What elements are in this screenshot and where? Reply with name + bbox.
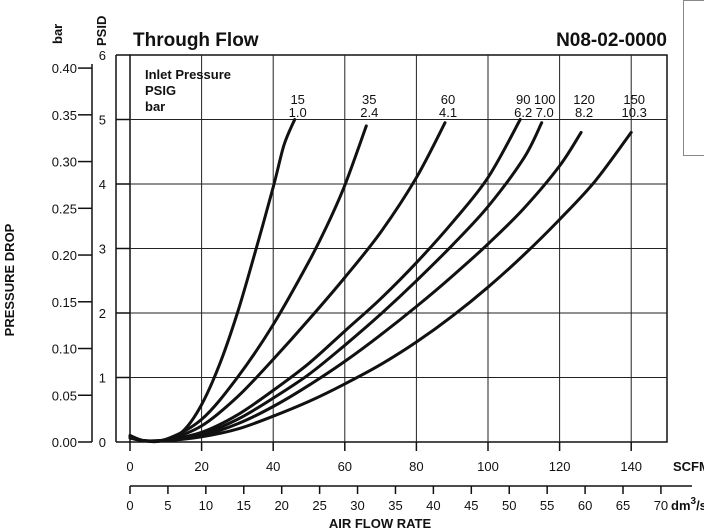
grid: [130, 55, 667, 442]
series-label-bar: 1.0: [289, 105, 307, 120]
x-primary-tick-label: 100: [477, 459, 499, 474]
y-ticks: 0 1 2 3 4 5 6 0.00 0.05 0.10 0.15 0.20 0.25 0.30 0.35 0…: [52, 48, 130, 450]
x-primary-tick-label: 60: [338, 459, 352, 474]
series-label-bar: 6.2: [514, 105, 532, 120]
x-secondary-tick-label: 60: [578, 498, 592, 513]
y-primary-unit: PSID: [94, 16, 109, 46]
x-secondary-tick-label: 25: [312, 498, 326, 513]
y-primary-tick-label: 2: [99, 306, 106, 321]
part-number: N08-02-0000: [556, 30, 667, 51]
x-primary-tick-label: 80: [409, 459, 423, 474]
y-secondary-tick-label: 0.15: [52, 295, 77, 310]
series-label-bar: 2.4: [360, 105, 378, 120]
series-label-psig: 60: [441, 92, 455, 107]
x-primary-tick-label: 20: [194, 459, 208, 474]
y-secondary-unit: bar: [50, 24, 65, 44]
y-secondary-tick-label: 0.35: [52, 108, 77, 123]
y-secondary-tick-label: 0.25: [52, 201, 77, 216]
y-primary-tick-label: 6: [99, 48, 106, 63]
side-panel-edge: [683, 0, 704, 156]
x-primary-tick-label: 140: [620, 459, 642, 474]
flow-curve-120-psig: [128, 130, 583, 443]
x-secondary-tick-label: 15: [237, 498, 251, 513]
series-label-bar: 8.2: [575, 105, 593, 120]
x-primary-tick-label: 120: [549, 459, 571, 474]
chart-title: Through Flow: [133, 30, 259, 51]
y-primary-tick-label: 3: [99, 242, 106, 257]
x-secondary-tick-label: 0: [126, 498, 133, 513]
series-label-psig: 15: [290, 92, 304, 107]
y-secondary-tick-label: 0.00: [52, 435, 77, 450]
y-axis-label: PRESSURE DROP: [2, 223, 17, 336]
y-secondary-tick-label: 0.40: [52, 61, 77, 76]
y-secondary-tick-label: 0.10: [52, 342, 77, 357]
x-secondary-tick-label: 45: [464, 498, 478, 513]
x-secondary-tick-label: 30: [350, 498, 364, 513]
x-secondary-tick-label: 65: [616, 498, 630, 513]
legend-title-line: PSIG: [145, 83, 176, 98]
x-secondary-unit: dm3/s: [671, 496, 704, 513]
x-secondary-tick-label: 70: [654, 498, 668, 513]
series-label-psig: 120: [573, 92, 595, 107]
legend-title-line: bar: [145, 99, 165, 114]
x-primary-unit: SCFM: [673, 459, 704, 474]
x-primary-tick-label: 40: [266, 459, 280, 474]
y-secondary-tick-label: 0.05: [52, 388, 77, 403]
flow-curve-100-psig: [128, 121, 544, 443]
x-secondary-tick-label: 55: [540, 498, 554, 513]
y-primary-tick-label: 5: [99, 113, 106, 128]
series-label-bar: 7.0: [536, 105, 554, 120]
series-label-psig: 35: [362, 92, 376, 107]
series-label-bar: 10.3: [622, 105, 647, 120]
legend-title: Inlet Pressure PSIG bar: [145, 67, 231, 114]
series-label-psig: 150: [623, 92, 645, 107]
flow-curve-35-psig: [128, 124, 368, 444]
x-secondary-tick-label: 20: [274, 498, 288, 513]
y-primary-tick-label: 4: [99, 177, 106, 192]
x-secondary-tick-label: 10: [199, 498, 213, 513]
y-secondary-tick-label: 0.20: [52, 248, 77, 263]
series-label-bar: 4.1: [439, 105, 457, 120]
x-secondary-tick-label: 35: [388, 498, 402, 513]
y-primary-tick-label: 1: [99, 371, 106, 386]
series-label-psig: 90: [516, 92, 530, 107]
flow-curve-150-psig: [128, 130, 633, 443]
x-secondary-tick-label: 50: [502, 498, 516, 513]
flow-curves: [128, 118, 633, 444]
legend-title-line: Inlet Pressure: [145, 67, 231, 82]
series-label-psig: 100: [534, 92, 556, 107]
x-axis-label: AIR FLOW RATE: [329, 516, 432, 531]
y-primary-tick-label: 0: [99, 435, 106, 450]
x-primary-tick-label: 0: [126, 459, 133, 474]
x-ticks: 0 20 40 60 80 100 120 140 0 5 10 15 20 25 30 35 40 45 50 55…: [126, 442, 668, 513]
y-secondary-tick-label: 0.30: [52, 155, 77, 170]
x-secondary-tick-label: 5: [164, 498, 171, 513]
x-secondary-tick-label: 40: [426, 498, 440, 513]
